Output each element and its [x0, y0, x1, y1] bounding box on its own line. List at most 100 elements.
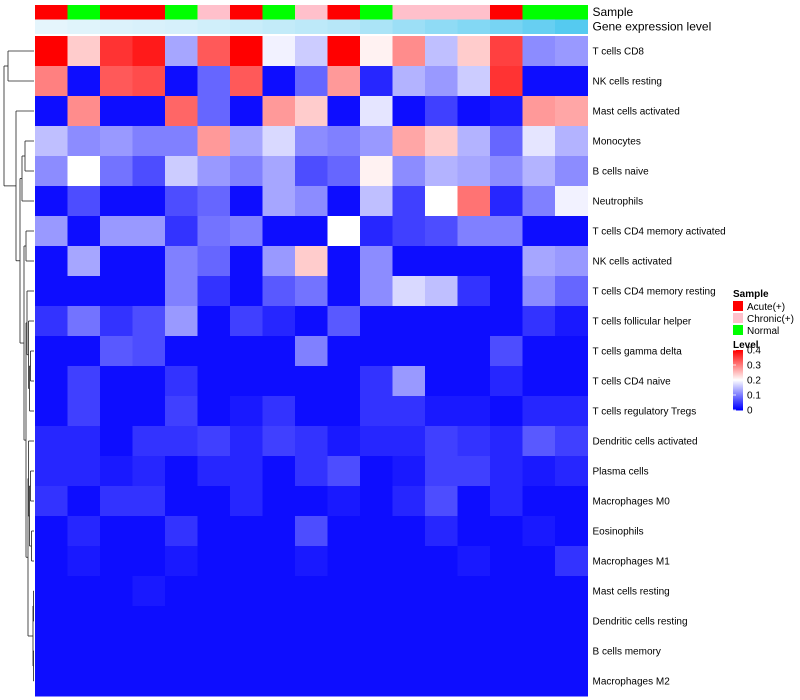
level-legend-gradient [733, 358, 743, 360]
heatmap-cell [457, 66, 491, 97]
heatmap-cell [132, 186, 166, 217]
gene-expression-annotation-cell [67, 19, 101, 34]
level-legend-gradient [733, 387, 743, 389]
heatmap-cell [457, 456, 491, 487]
heatmap-cell [457, 216, 491, 247]
row-label: Dendritic cells resting [593, 617, 688, 628]
heatmap-cell [360, 66, 393, 97]
heatmap-cell [392, 156, 426, 187]
heatmap-cell [555, 546, 588, 577]
heatmap-cell [132, 126, 166, 157]
row-label: Macrophages M2 [593, 677, 671, 688]
heatmap-cell [262, 396, 296, 427]
heatmap-cell [132, 546, 166, 577]
heatmap-cell [67, 396, 101, 427]
heatmap-cell [425, 456, 458, 487]
heatmap-cell [425, 666, 458, 697]
heatmap-cell [197, 36, 231, 67]
heatmap-cell [425, 396, 458, 427]
level-legend-gradient [733, 355, 743, 357]
heatmap-cell [100, 636, 133, 667]
heatmap-cell [327, 396, 361, 427]
heatmap-cell [132, 606, 166, 637]
gene-expression-annotation-cell [327, 19, 361, 34]
sample-legend-label: Normal [747, 326, 779, 337]
heatmap-cell [165, 336, 198, 367]
level-legend-gradient [733, 407, 743, 409]
heatmap-cell [555, 486, 588, 517]
heatmap-cell [327, 36, 361, 67]
level-legend-gradient [733, 396, 743, 398]
heatmap-cell [230, 186, 263, 217]
heatmap-cell [35, 36, 68, 67]
level-legend-gradient [733, 395, 743, 397]
heatmap-cell [197, 546, 231, 577]
level-legend-gradient [733, 356, 743, 358]
heatmap-cell [490, 606, 523, 637]
heatmap-cell [132, 216, 166, 247]
heatmap-cell [522, 426, 556, 457]
heatmap-cell [230, 636, 263, 667]
heatmap-cell [197, 366, 231, 397]
heatmap-cell [490, 96, 523, 127]
level-legend-gradient [733, 369, 743, 371]
heatmap-cell [327, 456, 361, 487]
heatmap-cell [295, 126, 328, 157]
heatmap-cell [197, 276, 231, 307]
heatmap-cell [35, 426, 68, 457]
heatmap-cell [67, 126, 101, 157]
gene-expression-annotation-cell [392, 19, 426, 34]
row-dendrogram [3, 50, 34, 682]
heatmap-cell [165, 456, 198, 487]
heatmap-cell [295, 516, 328, 547]
level-legend-gradient [733, 383, 743, 385]
row-label: Macrophages M0 [593, 497, 671, 508]
heatmap-cell [392, 186, 426, 217]
heatmap-cell [197, 246, 231, 277]
level-legend-gradient [733, 363, 743, 365]
level-legend-tick-label: 0 [747, 406, 753, 417]
heatmap-cell [165, 66, 198, 97]
sample-legend-swatch [733, 301, 743, 311]
heatmap-cell [327, 666, 361, 697]
heatmap-cell [100, 456, 133, 487]
gene-expression-annotation-cell [230, 19, 263, 34]
heatmap-cell [457, 606, 491, 637]
heatmap-cell [327, 306, 361, 337]
heatmap-cell [522, 396, 556, 427]
level-legend-gradient [733, 357, 743, 359]
heatmap-cell [457, 276, 491, 307]
heatmap-cell [35, 606, 68, 637]
heatmap-cell [327, 366, 361, 397]
level-legend-tick-label: 0.1 [747, 391, 761, 402]
level-legend-gradient [733, 362, 743, 364]
heatmap-cell [100, 216, 133, 247]
heatmap-cell [295, 576, 328, 607]
heatmap-cell [230, 96, 263, 127]
heatmap-cell [555, 156, 588, 187]
row-label: Neutrophils [593, 197, 644, 208]
heatmap-cell [327, 276, 361, 307]
heatmap-cell [522, 456, 556, 487]
heatmap-cell [360, 126, 393, 157]
heatmap-cell [295, 666, 328, 697]
heatmap-cell [197, 96, 231, 127]
heatmap-cell [230, 426, 263, 457]
heatmap-cell [230, 486, 263, 517]
heatmap-cell [425, 606, 458, 637]
sample-annotation-cell [392, 5, 426, 20]
heatmap-cell [327, 336, 361, 367]
row-label: T cells CD4 memory resting [593, 287, 716, 298]
sample-annotation-cell [67, 5, 101, 20]
heatmap-cell [197, 606, 231, 637]
level-legend-gradient [733, 381, 743, 383]
heatmap-cell [360, 396, 393, 427]
level-legend-gradient [733, 384, 743, 386]
heatmap-cell [295, 66, 328, 97]
level-legend-gradient [733, 380, 743, 382]
heatmap-cell [555, 36, 588, 67]
heatmap-cell [132, 336, 166, 367]
heatmap-cell [230, 366, 263, 397]
heatmap-cell [100, 486, 133, 517]
